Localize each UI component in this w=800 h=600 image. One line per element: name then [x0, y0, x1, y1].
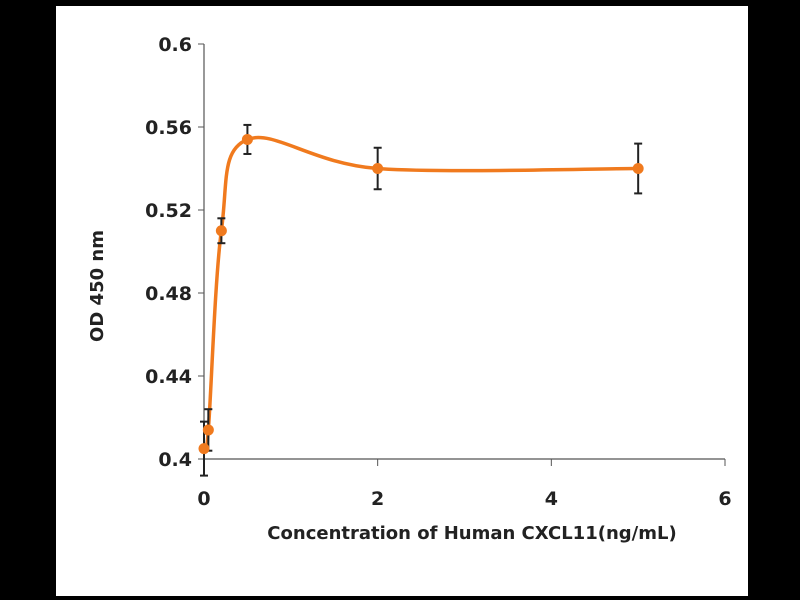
y-tick-label: 0.44	[145, 366, 192, 388]
series-line	[202, 135, 639, 454]
y-tick-label: 0.48	[145, 283, 192, 305]
y-axis-label: OD 450 nm	[87, 230, 108, 342]
x-tick-label: 4	[545, 488, 558, 510]
x-axis-label: Concentration of Human CXCL11(ng/mL)	[267, 523, 676, 544]
y-tick-label: 0.6	[158, 34, 192, 56]
data-point	[372, 163, 384, 174]
data-point	[202, 424, 214, 436]
y-tick-label: 0.52	[145, 200, 192, 222]
y-tick-label: 0.56	[145, 117, 192, 139]
x-tick-label: 2	[371, 488, 384, 510]
data-point	[241, 133, 253, 145]
x-tick-label: 0	[197, 488, 210, 510]
data-point	[198, 443, 210, 455]
data-point	[632, 163, 644, 174]
data-point	[215, 225, 227, 237]
y-tick-label: 0.4	[158, 449, 192, 471]
chart-frame	[56, 6, 748, 596]
x-tick-label: 6	[718, 488, 731, 510]
